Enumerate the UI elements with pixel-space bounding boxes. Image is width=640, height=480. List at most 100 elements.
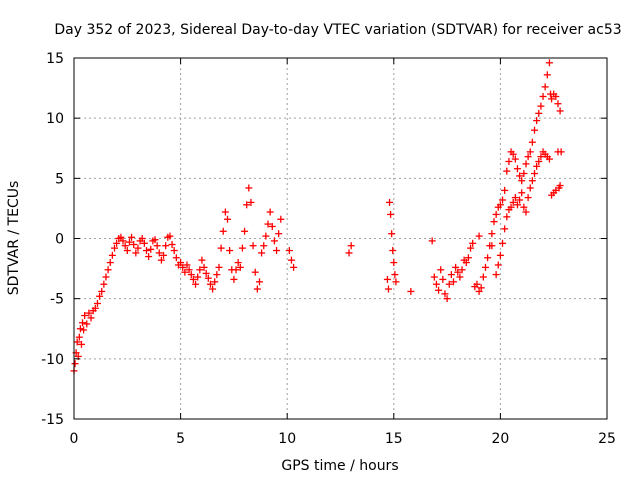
data-point [456, 273, 464, 281]
data-point [430, 273, 438, 281]
data-point [132, 249, 140, 257]
data-point [479, 273, 487, 281]
data-point [473, 280, 481, 288]
data-point [266, 208, 274, 216]
data-point [100, 280, 108, 288]
data-point [484, 254, 492, 262]
data-point [539, 93, 547, 101]
y-tick-label: -10 [41, 352, 64, 368]
data-point [439, 275, 447, 283]
data-point [202, 269, 210, 277]
data-point [106, 259, 114, 267]
data-point [255, 278, 263, 286]
axis-ticks: 0 5 10 15 20 25 -15 -10 -5 0 5 10 15 [41, 51, 616, 447]
data-point [181, 268, 189, 276]
data-point [194, 273, 202, 281]
data-point [545, 155, 553, 163]
data-point [475, 232, 483, 240]
data-point [79, 319, 87, 327]
data-point [168, 241, 176, 249]
data-point [200, 263, 208, 271]
data-point [93, 299, 101, 307]
data-point [211, 278, 219, 286]
data-point [215, 263, 223, 271]
data-point [77, 340, 85, 348]
data-point [524, 194, 532, 202]
data-point [518, 177, 526, 185]
data-point [209, 285, 217, 293]
data-point [528, 138, 536, 146]
data-point [531, 126, 539, 134]
data-point [166, 232, 174, 240]
data-point [467, 244, 475, 252]
data-point [217, 244, 225, 252]
data-point [172, 254, 180, 262]
data-point [245, 184, 253, 192]
data-point [121, 242, 129, 250]
data-point [556, 107, 564, 115]
data-point [387, 210, 395, 218]
data-point [98, 287, 106, 295]
data-point [554, 100, 562, 108]
y-tick-label: -5 [50, 292, 64, 308]
data-point [224, 215, 232, 223]
data-point [509, 198, 517, 206]
data-point [138, 235, 146, 242]
data-point [386, 198, 394, 206]
data-point [520, 170, 528, 178]
data-point [535, 157, 543, 165]
data-point [513, 165, 521, 173]
data-point [513, 201, 521, 209]
data-points [70, 59, 565, 375]
x-tick-label: 0 [70, 431, 79, 447]
data-point [145, 253, 153, 261]
data-point [383, 275, 391, 283]
data-point [142, 247, 150, 255]
data-point [548, 95, 556, 103]
data-point [462, 259, 470, 267]
data-point [526, 184, 534, 192]
data-point [71, 360, 79, 368]
x-axis-label: GPS time / hours [281, 458, 398, 474]
data-point [96, 292, 104, 300]
data-point [155, 249, 163, 257]
data-point [505, 157, 513, 165]
data-point [511, 155, 519, 163]
data-point [447, 271, 455, 279]
data-point [102, 273, 110, 281]
data-point [496, 251, 504, 259]
data-point [221, 208, 229, 216]
data-point [520, 203, 528, 211]
data-point [160, 251, 168, 259]
data-point [435, 286, 443, 294]
data-point [524, 153, 532, 161]
data-point [234, 259, 242, 267]
data-point [507, 203, 515, 211]
data-point [528, 177, 536, 185]
data-point [541, 83, 549, 91]
data-point [496, 201, 504, 209]
x-tick-label: 20 [491, 431, 509, 447]
data-point [113, 239, 121, 247]
data-point [125, 238, 133, 246]
data-point [192, 280, 200, 288]
data-point [407, 287, 415, 295]
data-point [187, 271, 195, 279]
data-point [85, 309, 93, 317]
data-point [230, 275, 238, 283]
data-point [522, 160, 530, 168]
data-point [238, 244, 246, 252]
data-point [219, 227, 227, 235]
data-point [91, 304, 99, 312]
chart-title: Day 352 of 2023, Sidereal Day-to-day VTE… [54, 22, 621, 38]
data-point [511, 194, 519, 202]
data-point [509, 150, 517, 158]
data-point [111, 244, 119, 252]
data-point [204, 274, 212, 282]
x-tick-label: 25 [598, 431, 616, 447]
data-point [552, 93, 560, 101]
data-point [543, 71, 551, 79]
data-point [526, 148, 534, 156]
data-point [488, 230, 496, 238]
